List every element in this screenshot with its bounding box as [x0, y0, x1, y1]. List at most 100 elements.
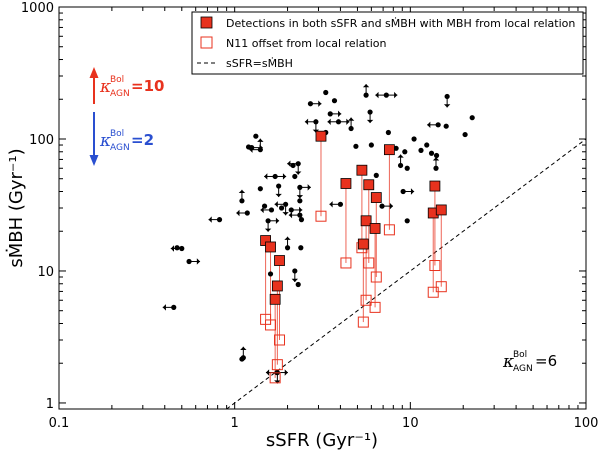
black-point [297, 184, 303, 190]
legend-label-n11: N11 offset from local relation [226, 37, 387, 50]
limit-arrowhead-left [260, 206, 264, 214]
black-point [418, 147, 424, 153]
black-point [469, 115, 475, 121]
detection-marker [269, 293, 281, 305]
black-point [462, 131, 468, 138]
detection-marker [435, 204, 447, 216]
limit-arrowhead-down [264, 228, 272, 232]
limit-arrowhead-down [274, 380, 281, 384]
n11-marker [360, 294, 372, 306]
red-kappa-symbol: κ [99, 77, 111, 97]
detection-marker [429, 180, 441, 192]
black-point [297, 198, 303, 204]
limit-arrowhead-left [170, 245, 174, 252]
black-point [307, 101, 314, 107]
black-point [327, 111, 333, 117]
annotation-kappa-red: κ Bol AGN =10 [89, 67, 164, 104]
black-point [335, 119, 342, 125]
limit-arrowhead-right [307, 184, 311, 191]
limit-arrowhead-down [295, 171, 302, 175]
n11-marker [383, 224, 395, 236]
limit-arrowhead-down [291, 278, 299, 282]
limit-arrowhead-right [346, 118, 350, 125]
legend-marker-n11 [200, 36, 213, 49]
black-point [283, 201, 289, 207]
n11-marker [315, 210, 327, 222]
limit-arrowhead-up [397, 154, 404, 158]
detection-marker [356, 164, 368, 176]
black-point [265, 218, 271, 224]
limit-arrowhead-left [427, 121, 431, 129]
limit-arrowhead-right [275, 217, 280, 224]
detection-marker [271, 280, 283, 292]
red-kappa-sup: Bol [110, 75, 124, 85]
legend-marker-detections [200, 16, 213, 29]
limit-arrowhead-right [318, 100, 322, 107]
black-point [383, 92, 389, 98]
black-points-group [162, 84, 475, 384]
limit-arrowhead-left [288, 211, 293, 219]
black-point [404, 218, 410, 224]
black-point [363, 92, 369, 98]
limit-arrowhead-up [284, 236, 291, 240]
detection-marker [357, 238, 369, 250]
x-axis-title: sSFR (Gyr⁻¹) [266, 430, 378, 451]
black-point [397, 162, 404, 169]
black-point [444, 93, 450, 100]
detection-marker [383, 144, 395, 156]
red-arrow-head [89, 67, 99, 78]
black-point [257, 186, 263, 192]
black-point [367, 109, 373, 115]
red-kappa-value: =10 [131, 77, 164, 95]
limit-arrowhead-down [296, 195, 304, 199]
one-to-one-line [226, 138, 586, 409]
black-point [179, 245, 185, 252]
limit-arrowhead-up [432, 157, 440, 161]
y-tick-label: 10 [37, 265, 54, 280]
y-tick-label: 100 [29, 133, 54, 148]
n11-marker [357, 316, 369, 328]
limit-arrowhead-right [338, 110, 342, 118]
black-point [239, 198, 245, 204]
black-point [313, 119, 319, 125]
limit-arrowhead-left [329, 201, 333, 208]
annotation-kappa-blue: κ Bol AGN =2 [89, 112, 154, 166]
detections-group [260, 130, 447, 305]
limit-arrowhead-left [265, 369, 270, 376]
n11-marker [363, 257, 375, 269]
black-point [348, 125, 354, 132]
blue-kappa-sup: Bol [110, 129, 124, 139]
blue-kappa-symbol: κ [99, 131, 111, 151]
black-point [331, 98, 338, 104]
legend-label-detections: Detections in both sSFR and sṀBH with M… [226, 17, 575, 30]
detection-marker [360, 215, 372, 227]
annotation-kappa-black: κ Bol AGN =6 [502, 350, 557, 374]
black-kappa-sup: Bol [513, 350, 527, 360]
n11-markers-group [260, 210, 447, 384]
limit-arrowhead-right [196, 258, 201, 265]
n11-marker [429, 260, 441, 272]
y-axis-title: sṀBH (Gyr⁻¹) [6, 148, 27, 267]
limit-arrowhead-up [347, 117, 355, 121]
black-point [433, 165, 439, 171]
detection-marker [274, 255, 285, 266]
black-point [268, 207, 275, 213]
black-point [295, 161, 301, 167]
limit-arrowhead-left [162, 304, 166, 311]
limit-arrowhead-right [389, 202, 394, 210]
black-point [216, 217, 223, 223]
black-point [276, 183, 282, 189]
detection-marker [315, 130, 327, 142]
black-point [323, 89, 329, 96]
blue-kappa-sub: AGN [110, 143, 130, 153]
black-point [373, 172, 379, 178]
x-tick-label: 1 [231, 416, 239, 431]
black-point [400, 188, 406, 195]
black-point [424, 142, 430, 148]
x-tick-label: 100 [574, 416, 599, 431]
limit-arrowhead-left [287, 160, 291, 167]
limit-arrowhead-left [208, 216, 212, 223]
limit-arrowhead-right [284, 369, 288, 376]
black-point [337, 201, 344, 207]
